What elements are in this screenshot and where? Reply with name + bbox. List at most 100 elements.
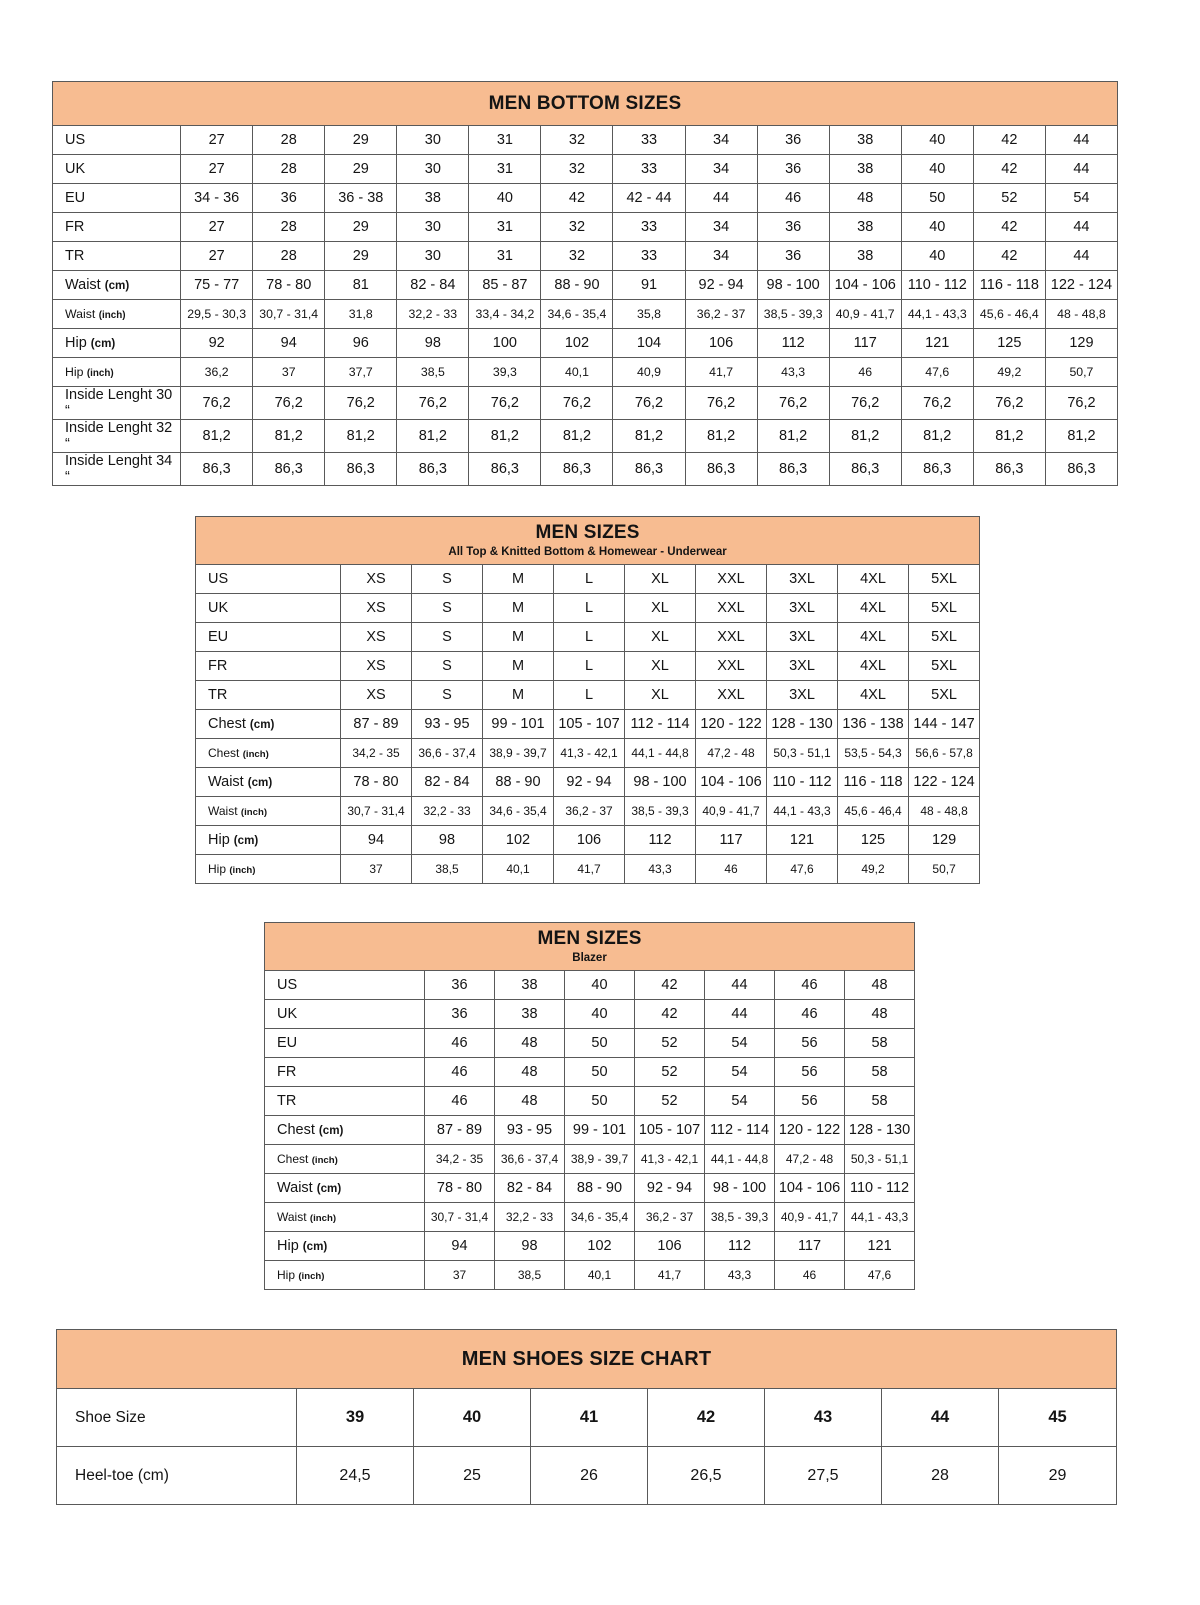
cell: 38,5 — [494, 1260, 565, 1290]
cell: 81,2 — [180, 419, 254, 453]
cell: 42 — [972, 125, 1046, 155]
cell: 44 — [704, 970, 775, 1000]
cell: 29 — [997, 1446, 1118, 1505]
table-row: TR 27 28 29 30 31 32 33 34 36 38 40 42 4… — [51, 241, 1119, 271]
table-row: Waist (cm) 75 - 77 78 - 80 81 82 - 84 85… — [51, 270, 1119, 300]
cell: 104 - 106 — [828, 270, 902, 300]
table-row: Hip (cm) 94 98 102 106 112 117 121 — [264, 1231, 916, 1261]
cell: 36 — [756, 125, 830, 155]
cell: 5XL — [907, 680, 981, 710]
table-row: Hip (inch) 37 38,5 40,1 41,7 43,3 46 47,… — [264, 1260, 916, 1290]
row-label-tr: TR — [264, 1086, 425, 1116]
cell: 30 — [396, 241, 470, 271]
row-label-fr: FR — [195, 651, 341, 681]
row-label-us: US — [264, 970, 425, 1000]
cell: 87 - 89 — [340, 709, 412, 739]
cell: 36,6 - 37,4 — [494, 1144, 565, 1174]
cell: 88 - 90 — [564, 1173, 635, 1203]
row-label-chest-cm: Chest (cm) — [264, 1115, 425, 1145]
cell: 40 — [564, 970, 635, 1000]
cell: 94 — [424, 1231, 495, 1261]
cell: 31 — [468, 212, 542, 242]
cell: 86,3 — [180, 452, 254, 486]
cell: 49,2 — [972, 357, 1046, 387]
table-row: US XS S M L XL XXL 3XL 4XL 5XL — [195, 564, 981, 594]
cell: 104 - 106 — [695, 767, 767, 797]
cell: 32 — [540, 154, 614, 184]
cell: 44 — [1044, 154, 1119, 184]
cell: 34,6 - 35,4 — [540, 299, 614, 329]
cell: 76,2 — [684, 386, 758, 420]
cell: 52 — [972, 183, 1046, 213]
cell: 98 — [494, 1231, 565, 1261]
cell: 42 — [540, 183, 614, 213]
row-label-uk: UK — [51, 154, 182, 184]
table-row: Shoe Size 39 40 41 42 43 44 45 — [56, 1388, 1118, 1447]
cell: 28 — [252, 125, 326, 155]
cell: 136 - 138 — [837, 709, 909, 739]
cell: 30 — [396, 212, 470, 242]
cell: 40,9 - 41,7 — [774, 1202, 845, 1232]
table-row: EU XS S M L XL XXL 3XL 4XL 5XL — [195, 622, 981, 652]
cell: 82 - 84 — [396, 270, 470, 300]
table-men-shoes-size-chart: MEN SHOES SIZE CHART Shoe Size 39 40 41 … — [55, 1329, 1118, 1505]
table-row: Hip (inch) 36,2 37 37,7 38,5 39,3 40,1 4… — [51, 357, 1119, 387]
cell: 36 — [756, 154, 830, 184]
cell: 29 — [324, 154, 398, 184]
cell: 44 — [1044, 241, 1119, 271]
cell: 76,2 — [1044, 386, 1119, 420]
cell: 44 — [881, 1388, 999, 1447]
cell: 52 — [634, 1057, 705, 1087]
cell: 86,3 — [396, 452, 470, 486]
table-title-cell: MEN BOTTOM SIZES — [52, 81, 1118, 126]
cell: 82 - 84 — [411, 767, 483, 797]
cell: 35,8 — [612, 299, 686, 329]
row-label-eu: EU — [195, 622, 341, 652]
cell: 48 — [494, 1028, 565, 1058]
cell: 27 — [180, 241, 254, 271]
table-title-row: MEN BOTTOM SIZES — [52, 81, 1118, 126]
cell: 44,1 - 43,3 — [900, 299, 974, 329]
cell: 34 — [684, 241, 758, 271]
table-row: UK 36 38 40 42 44 46 48 — [264, 999, 916, 1029]
cell: 41,7 — [634, 1260, 705, 1290]
cell: XS — [340, 593, 412, 623]
cell: 96 — [324, 328, 398, 358]
cell: 117 — [695, 825, 767, 855]
cell: 4XL — [837, 680, 909, 710]
row-label-tr: TR — [51, 241, 182, 271]
row-label-us: US — [51, 125, 182, 155]
cell: 102 — [564, 1231, 635, 1261]
cell: 110 - 112 — [843, 1173, 916, 1203]
cell: 110 - 112 — [766, 767, 838, 797]
cell: 58 — [843, 1057, 916, 1087]
cell: 144 - 147 — [907, 709, 981, 739]
cell: XXL — [695, 680, 767, 710]
cell: 36,2 - 37 — [684, 299, 758, 329]
cell: 105 - 107 — [634, 1115, 705, 1145]
cell: 44,1 - 43,3 — [843, 1202, 916, 1232]
cell: 100 — [468, 328, 542, 358]
cell: 27 — [180, 212, 254, 242]
table-row: FR XS S M L XL XXL 3XL 4XL 5XL — [195, 651, 981, 681]
cell: 32 — [540, 241, 614, 271]
table-row: Waist (cm) 78 - 80 82 - 84 88 - 90 92 - … — [264, 1173, 916, 1203]
cell: 28 — [252, 241, 326, 271]
cell: 99 - 101 — [482, 709, 554, 739]
cell: 86,3 — [756, 452, 830, 486]
cell: 88 - 90 — [482, 767, 554, 797]
cell: M — [482, 622, 554, 652]
cell: 28 — [881, 1446, 999, 1505]
cell: 81,2 — [324, 419, 398, 453]
cell: 5XL — [907, 564, 981, 594]
row-label-chest-inch: Chest (inch) — [264, 1144, 425, 1174]
cell: 76,2 — [540, 386, 614, 420]
cell: S — [411, 680, 483, 710]
cell: 81,2 — [396, 419, 470, 453]
table-row: Inside Lenght 32 “ 81,2 81,2 81,2 81,2 8… — [51, 419, 1119, 453]
row-label-hip-cm: Hip (cm) — [51, 328, 182, 358]
row-label-hip-cm: Hip (cm) — [195, 825, 341, 855]
cell: 52 — [634, 1086, 705, 1116]
table-men-sizes-blazer: MEN SIZES Blazer US 36 38 40 42 44 46 48… — [263, 922, 916, 1290]
cell: 50 — [564, 1057, 635, 1087]
